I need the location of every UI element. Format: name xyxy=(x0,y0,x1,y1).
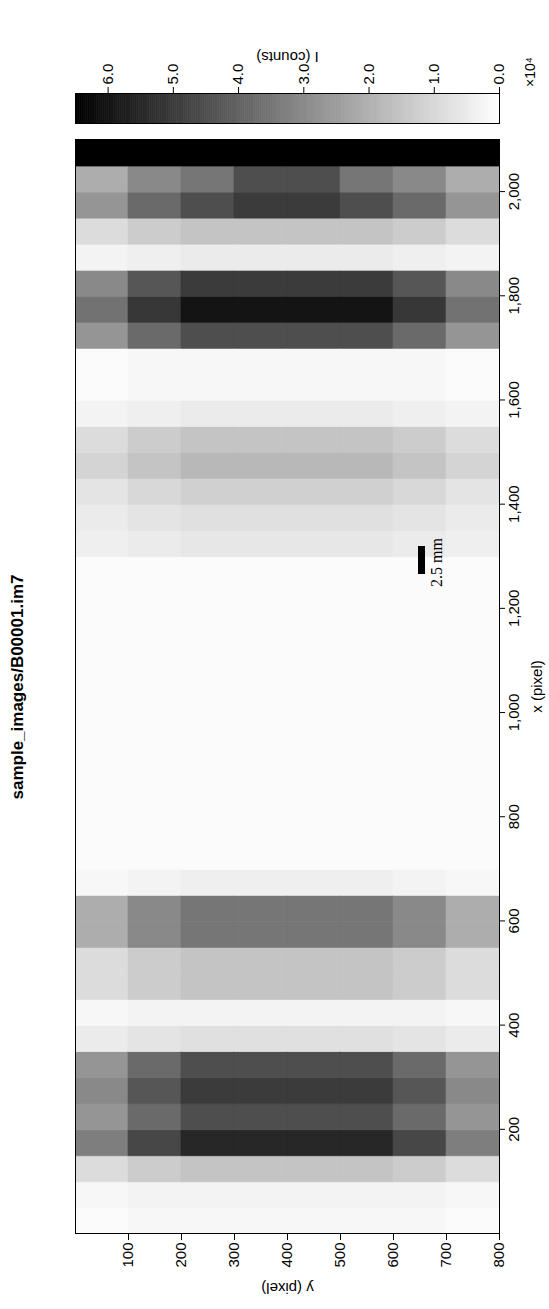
svg-text:1,600: 1,600 xyxy=(505,381,522,419)
svg-text:1,800: 1,800 xyxy=(505,277,522,315)
svg-text:1.0: 1.0 xyxy=(425,64,442,85)
html-text:sample_images/B00001.im7: sample_images/B00001.im7 xyxy=(8,574,27,800)
svg-text:1,400: 1,400 xyxy=(505,485,522,523)
svg-text:6.0: 6.0 xyxy=(99,64,116,85)
svg-text:300: 300 xyxy=(225,1243,242,1268)
svg-text:500: 500 xyxy=(331,1243,348,1268)
svg-text:x (pixel): x (pixel) xyxy=(528,660,545,713)
svg-text:200: 200 xyxy=(505,1117,522,1142)
svg-text:1,200: 1,200 xyxy=(505,590,522,628)
svg-text:700: 700 xyxy=(437,1243,454,1268)
svg-text:3.0: 3.0 xyxy=(295,64,312,85)
svg-text:200: 200 xyxy=(172,1243,189,1268)
svg-text:0.0: 0.0 xyxy=(490,64,507,85)
svg-text:600: 600 xyxy=(384,1243,401,1268)
svg-text:800: 800 xyxy=(505,804,522,829)
svg-text:100: 100 xyxy=(119,1243,136,1268)
svg-text:5.0: 5.0 xyxy=(164,64,181,85)
svg-text:1,000: 1,000 xyxy=(505,694,522,732)
svg-text:4.0: 4.0 xyxy=(229,64,246,85)
svg-text:y (pixel): y (pixel) xyxy=(261,1280,314,1297)
svg-text:400: 400 xyxy=(505,1013,522,1038)
html-text:2.5 mm: 2.5 mm xyxy=(428,538,445,587)
html-text:×10⁴: ×10⁴ xyxy=(522,57,538,87)
svg-text:I (counts): I (counts) xyxy=(256,49,319,66)
svg-text:2,000: 2,000 xyxy=(505,173,522,211)
svg-text:600: 600 xyxy=(505,908,522,933)
svg-text:2.0: 2.0 xyxy=(360,64,377,85)
svg-text:400: 400 xyxy=(278,1243,295,1268)
svg-text:800: 800 xyxy=(490,1243,507,1268)
